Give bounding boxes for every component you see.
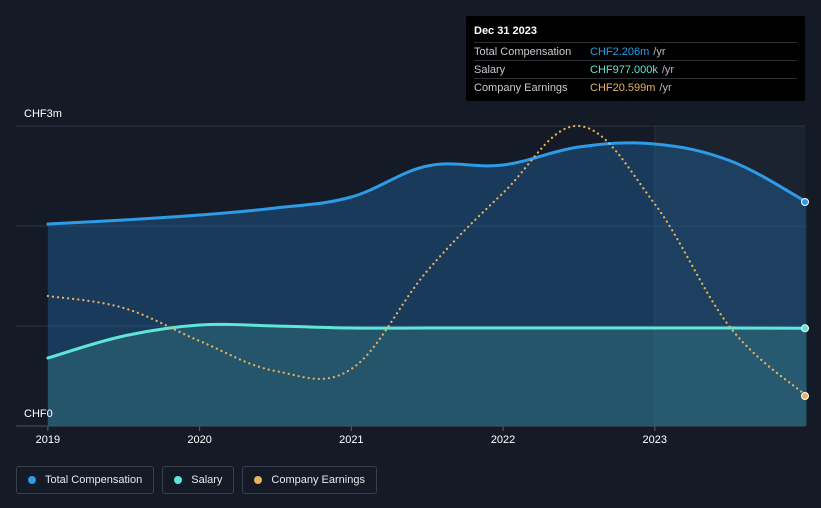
legend-dot-icon xyxy=(254,476,263,484)
tooltip-date: Dec 31 2023 xyxy=(474,25,537,37)
legend-label: Company Earnings xyxy=(271,474,365,486)
series-endpoints xyxy=(801,198,809,400)
highlight-band xyxy=(654,126,805,426)
tooltip-value: CHF20.599m xyxy=(590,81,656,94)
x-tick-label: 2020 xyxy=(187,434,211,446)
tooltip-row-company-earnings: Company Earnings CHF20.599m /yr xyxy=(474,78,797,96)
tooltip-label: Total Compensation xyxy=(474,45,572,58)
legend-label: Total Compensation xyxy=(45,474,143,486)
legend-item-company-earnings[interactable]: Company Earnings xyxy=(242,466,377,494)
gridlines xyxy=(16,125,805,427)
tooltip-unit: /yr xyxy=(659,81,672,94)
legend-dot-icon xyxy=(174,476,183,484)
tooltip-unit: /yr xyxy=(653,45,666,58)
series-line-total-compensation xyxy=(46,141,809,226)
tooltip-value: CHF2.206m xyxy=(590,45,650,58)
series-area-salary xyxy=(47,324,807,426)
x-tick-label: 2023 xyxy=(643,434,667,446)
tooltip-unit: /yr xyxy=(661,63,675,76)
endpoint-total-compensation xyxy=(801,198,809,206)
x-tick-label: 2022 xyxy=(491,434,515,446)
y-axis-bottom-label: CHF0 xyxy=(24,408,53,420)
series-line-company-earnings xyxy=(46,124,808,398)
chart-legend: Total Compensation Salary Company Earnin… xyxy=(16,466,377,494)
chart-tooltip: Dec 31 2023 Total Compensation CHF2.206m… xyxy=(466,16,805,101)
endpoint-salary xyxy=(801,324,809,333)
x-tick-label: 2019 xyxy=(36,434,60,446)
series-lines xyxy=(46,124,809,398)
legend-dot-icon xyxy=(28,476,36,484)
tooltip-label: Company Earnings xyxy=(474,81,568,94)
legend-label: Salary xyxy=(191,474,223,486)
series-area-total-compensation xyxy=(47,142,807,426)
tooltip-value: CHF977.000k xyxy=(590,63,658,76)
legend-item-salary[interactable]: Salary xyxy=(162,466,235,494)
tooltip-row-total-compensation: Total Compensation CHF2.206m /yr xyxy=(474,42,797,60)
tooltip-row-salary: Salary CHF977.000k /yr xyxy=(474,60,797,78)
legend-item-total-compensation[interactable]: Total Compensation xyxy=(16,466,155,494)
series-areas xyxy=(47,142,807,426)
x-axis-ticks: 2019 2020 2021 2022 2023 xyxy=(16,425,805,446)
series-line-salary xyxy=(46,322,809,360)
endpoint-company-earnings xyxy=(801,392,809,400)
x-tick-label: 2021 xyxy=(339,434,363,446)
tooltip-label: Salary xyxy=(474,63,506,76)
y-axis-top-label: CHF3m xyxy=(24,108,62,120)
